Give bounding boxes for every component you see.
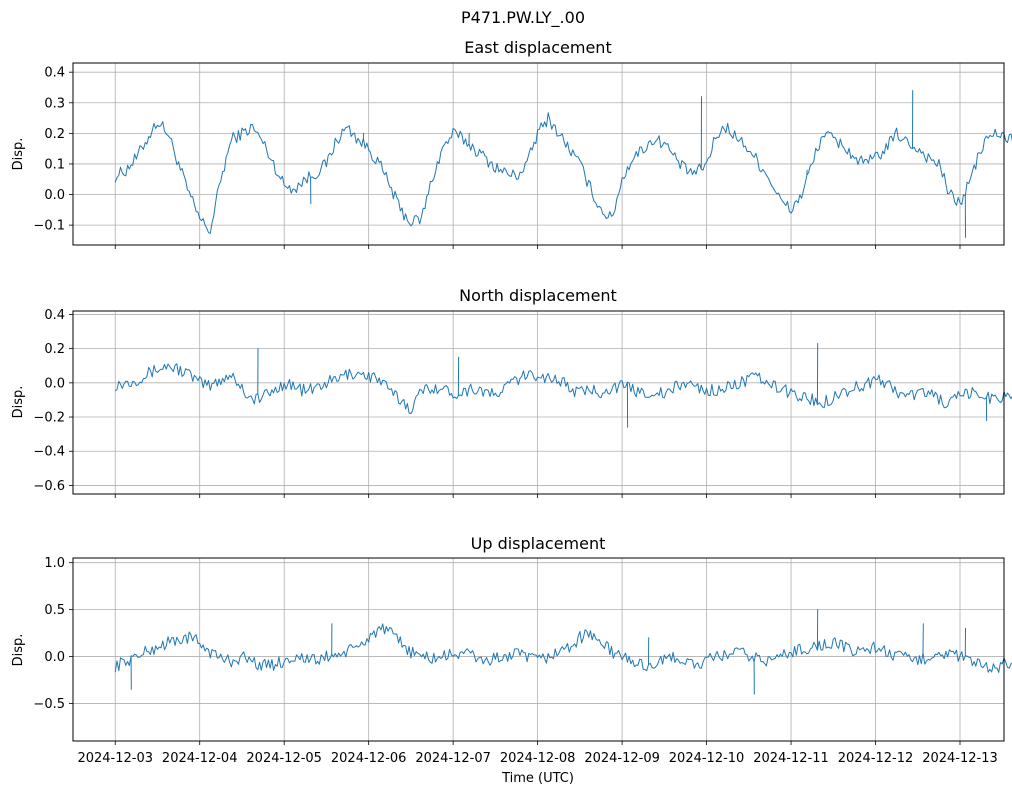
subplot-north: −0.6 −0.4 −0.2 0.0 0.2 0.4 North displacement… [11, 286, 1012, 498]
x-tick-label: 2024-12-10 [669, 751, 745, 766]
displacement-series-line [114, 90, 1012, 238]
series-line [114, 609, 1012, 695]
y-tick-label: −0.5 [33, 697, 65, 712]
x-tick-label: 2024-12-11 [753, 751, 829, 766]
y-axis-ticks: −0.5 0.0 0.5 1.0 [33, 556, 73, 712]
grid-lines [73, 63, 1004, 245]
y-tick-label: 0.4 [44, 66, 65, 81]
subplot-east: −0.1 0.0 0.1 0.2 0.3 0.4 East displacement Di… [11, 38, 1012, 249]
y-axis-ticks: −0.6 −0.4 −0.2 0.0 0.2 0.4 [33, 308, 73, 494]
grid-lines [73, 311, 1004, 494]
x-tick-label: 2024-12-04 [162, 751, 238, 766]
x-tick-label: 2024-12-12 [838, 751, 914, 766]
y-tick-label: 0.0 [44, 376, 65, 391]
x-tick-label: 2024-12-09 [584, 751, 660, 766]
axes-frame [72, 557, 1005, 742]
axes-frame [72, 310, 1005, 495]
series-line [114, 343, 1012, 428]
y-tick-label: −0.6 [33, 479, 65, 494]
y-tick-label: 0.4 [44, 308, 65, 323]
x-tick-label: 2024-12-05 [246, 751, 322, 766]
y-tick-label: 0.2 [44, 127, 65, 142]
x-axis-ticks [114, 494, 961, 498]
displacement-series-line [114, 343, 1012, 428]
y-tick-label: −0.4 [33, 445, 65, 460]
axes-frame [72, 62, 1005, 246]
subplot-title: North displacement [459, 286, 617, 305]
x-tick-label: 2024-12-06 [331, 751, 407, 766]
y-tick-label: 0.3 [44, 96, 65, 111]
figure-suptitle: P471.PW.LY_.00 [461, 8, 585, 28]
y-tick-label: 0.0 [44, 650, 65, 665]
axes-background [73, 558, 1004, 741]
y-tick-label: 0.0 [44, 188, 65, 203]
y-tick-label: 0.2 [44, 342, 65, 357]
y-axis-label: Disp. [11, 386, 26, 419]
x-tick-label: 2024-12-07 [415, 751, 491, 766]
subplot-title: East displacement [464, 38, 611, 57]
x-tick-label: 2024-12-13 [922, 751, 998, 766]
x-tick-label: 2024-12-03 [77, 751, 153, 766]
y-tick-label: 0.5 [44, 603, 65, 618]
displacement-series-line [114, 609, 1012, 695]
y-axis-label: Disp. [11, 634, 26, 667]
y-tick-label: 1.0 [44, 556, 65, 571]
y-tick-label: −0.2 [33, 411, 65, 426]
subplot-title: Up displacement [471, 534, 606, 553]
y-tick-label: −0.1 [33, 219, 65, 234]
y-axis-label: Disp. [11, 138, 26, 171]
x-axis-ticks: 2024-12-03 2024-12-04 2024-12-05 2024-12-06… [77, 741, 998, 766]
x-axis-label: Time (UTC) [501, 771, 574, 786]
x-tick-label: 2024-12-08 [500, 751, 576, 766]
axes-background [73, 311, 1004, 494]
y-axis-ticks: −0.1 0.0 0.1 0.2 0.3 0.4 [33, 66, 73, 234]
axes-background [73, 63, 1004, 245]
subplot-up: −0.50.00.51.0 2024-12-03 2024-12-04 2024-1… [11, 534, 1012, 766]
series-line [114, 90, 1012, 238]
y-tick-label: 0.1 [44, 157, 65, 172]
x-axis-ticks [114, 245, 961, 249]
